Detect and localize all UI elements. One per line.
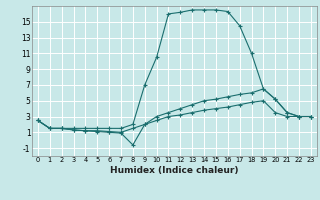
X-axis label: Humidex (Indice chaleur): Humidex (Indice chaleur)	[110, 166, 239, 175]
